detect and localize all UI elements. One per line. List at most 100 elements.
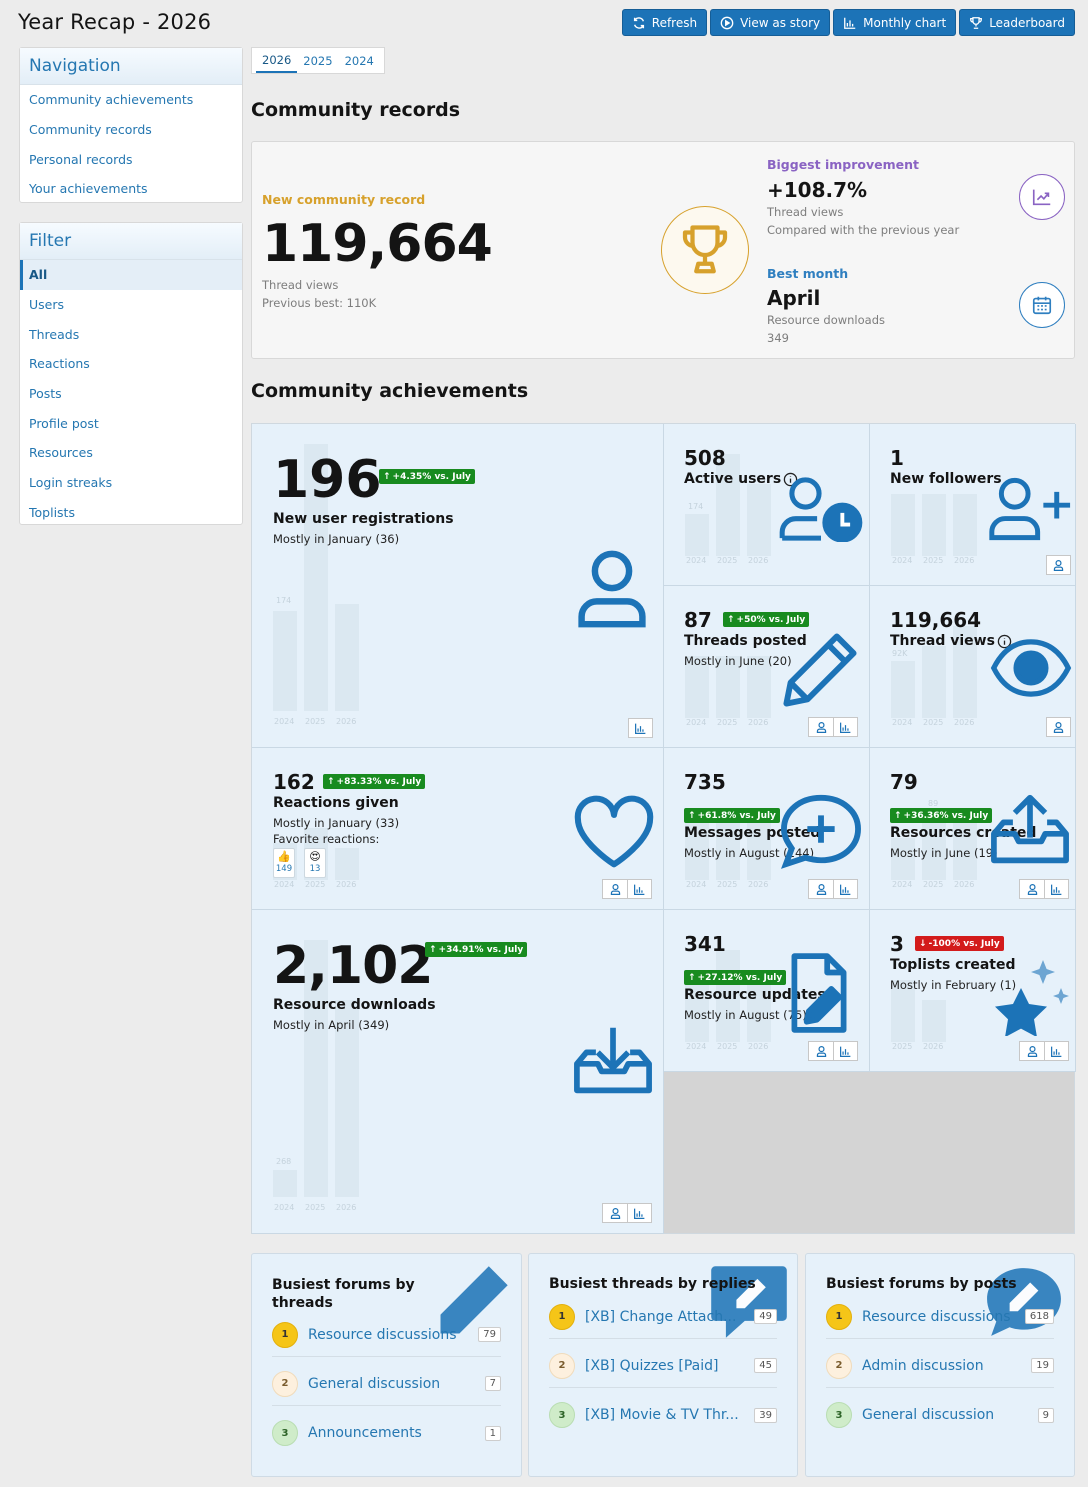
user-icon <box>1027 1045 1037 1057</box>
tab-year-2025[interactable]: 2025 <box>303 53 333 68</box>
leaderboard-row[interactable]: 3 General discussion 9 <box>826 1393 1054 1437</box>
chart-button[interactable] <box>833 1041 858 1061</box>
tab-year-2024[interactable]: 2024 <box>344 53 374 68</box>
row-name[interactable]: Resource discussions <box>862 1308 1011 1325</box>
filter-item-reactions[interactable]: Reactions <box>29 356 90 372</box>
chart-bar-2024 <box>273 1170 297 1197</box>
bar-chart-icon <box>1051 884 1062 895</box>
nav-item-community-records[interactable]: Community records <box>29 122 152 138</box>
info-icon[interactable] <box>783 472 798 487</box>
leaderboard-button[interactable]: Leaderboard <box>959 9 1075 36</box>
bar-chart-icon <box>840 884 851 895</box>
chart-bar-2024 <box>685 514 709 556</box>
info-icon[interactable] <box>997 634 1012 649</box>
leaderboard-row[interactable]: 3 [XB] Movie & TV Thr... 39 <box>549 1393 777 1437</box>
filter-item-profile-post[interactable]: Profile post <box>29 415 99 431</box>
row-name[interactable]: General discussion <box>862 1407 995 1423</box>
filter-item-login-streaks[interactable]: Login streaks <box>29 475 113 491</box>
chart-button[interactable] <box>627 879 652 899</box>
bar-year-label: 2025 <box>305 1203 326 1212</box>
tab-year-2026[interactable]: 2026 <box>256 49 298 73</box>
filter-item-toplists[interactable]: Toplists <box>29 504 75 520</box>
bar-chart-icon <box>635 723 646 734</box>
leaderboard-row[interactable]: 2 [XB] Quizzes [Paid] 45 <box>549 1344 777 1388</box>
refresh-button[interactable]: Refresh <box>621 9 708 36</box>
bar-chart-icon <box>840 722 851 733</box>
nav-item-your-achievements[interactable]: Your achievements <box>29 181 148 197</box>
user-list-button[interactable] <box>1019 1041 1044 1061</box>
stat-value: 735 <box>684 770 726 794</box>
leaderboard-row[interactable]: 2 Admin discussion 19 <box>826 1344 1054 1388</box>
user-list-button[interactable] <box>1046 555 1071 575</box>
leaderboard-row[interactable]: 1 Resource discussions 79 <box>272 1313 501 1357</box>
row-name[interactable]: Announcements <box>308 1425 422 1441</box>
user-list-button[interactable] <box>808 717 833 737</box>
stat-sub: Mostly in June (20) <box>684 654 792 668</box>
chart-bar-2025 <box>922 646 946 718</box>
stat-value: 2,102 <box>273 936 433 996</box>
user-list-button[interactable] <box>808 879 833 899</box>
chart-bar-2026 <box>747 818 771 880</box>
chart-button[interactable] <box>627 1203 652 1223</box>
filter-item-users[interactable]: Users <box>29 297 65 313</box>
nav-item-community-achievements[interactable]: Community achievements <box>29 92 194 108</box>
new-record-label: New community record <box>262 192 426 207</box>
filter-item-resources[interactable]: Resources <box>29 445 93 461</box>
stat-value: 341 <box>684 932 726 956</box>
change-badge: ↓ -100% vs. July <box>915 936 1004 951</box>
leaderboard-row[interactable]: 1 Resource discussions 618 <box>826 1295 1054 1339</box>
bar-year-label: 2024 <box>892 718 913 727</box>
filter-item-all[interactable]: All <box>20 260 242 290</box>
change-badge: ↑ +50% vs. July <box>723 612 810 627</box>
leaderboard-row[interactable]: 2 General discussion 7 <box>272 1362 501 1406</box>
user-list-button[interactable] <box>808 1041 833 1061</box>
chart-button[interactable] <box>833 717 858 737</box>
row-name[interactable]: Resource discussions <box>308 1326 457 1343</box>
row-name[interactable]: General discussion <box>308 1375 441 1392</box>
change-badge: ↑ +61.8% vs. July <box>684 808 780 823</box>
stat-sub: Mostly in January (33) <box>273 816 400 830</box>
change-badge-text: +27.12% vs. July <box>697 972 783 983</box>
user-list-button[interactable] <box>1019 879 1044 899</box>
upload-tray-icon <box>991 794 1069 864</box>
chart-bar-2024 <box>685 656 709 718</box>
chart-bar-2024 <box>685 818 709 880</box>
monthly-chart-button[interactable]: Monthly chart <box>833 9 957 36</box>
chart-button[interactable] <box>1044 879 1069 899</box>
play-icon <box>720 16 734 29</box>
nav-item-personal-records[interactable]: Personal records <box>29 151 133 167</box>
bar-year-label: 2024 <box>274 1203 295 1212</box>
user-clock-icon <box>779 477 863 542</box>
user-list-button[interactable] <box>602 879 627 899</box>
reaction-chip-like[interactable]: 👍 149 <box>273 848 295 878</box>
chart-button[interactable] <box>1044 1041 1069 1061</box>
filter-item-threads[interactable]: Threads <box>29 326 80 342</box>
user-list-button[interactable] <box>602 1203 627 1223</box>
chart-bar-2026 <box>953 494 977 556</box>
reaction-chip-love[interactable]: 😍 13 <box>304 848 326 878</box>
bar-chart-icon <box>634 884 645 895</box>
stat-value: 3 <box>890 932 904 956</box>
chart-bar-2026 <box>953 823 977 880</box>
leaderboard-row[interactable]: 1 [XB] Change Attach... 49 <box>549 1295 777 1339</box>
leaderboard-row[interactable]: 3 Announcements 1 <box>272 1411 501 1455</box>
improvement-label: Biggest improvement <box>767 157 919 172</box>
row-count: 618 <box>1024 1309 1054 1324</box>
stat-label: Resource updates <box>684 987 826 1003</box>
toolbar: Refresh View as story Monthly chart Lead… <box>621 9 1075 36</box>
chart-bar-2024 <box>891 838 915 880</box>
user-list-button[interactable] <box>1046 717 1071 737</box>
stat-value: 79 <box>890 770 918 794</box>
bar-year-label: 2024 <box>686 718 707 727</box>
row-name[interactable]: Admin discussion <box>862 1357 984 1374</box>
chart-button[interactable] <box>628 718 653 738</box>
filter-item-posts[interactable]: Posts <box>29 386 62 402</box>
row-name[interactable]: [XB] Movie & TV Thr... <box>585 1407 739 1423</box>
rank-badge: 3 <box>826 1402 852 1428</box>
chart-button[interactable] <box>833 879 858 899</box>
view-as-story-button[interactable]: View as story <box>710 9 831 36</box>
bar-year-label: 2026 <box>954 718 975 727</box>
bar-year-label: 2026 <box>954 880 975 889</box>
row-name[interactable]: [XB] Change Attach... <box>585 1308 737 1325</box>
row-name[interactable]: [XB] Quizzes [Paid] <box>585 1357 719 1374</box>
